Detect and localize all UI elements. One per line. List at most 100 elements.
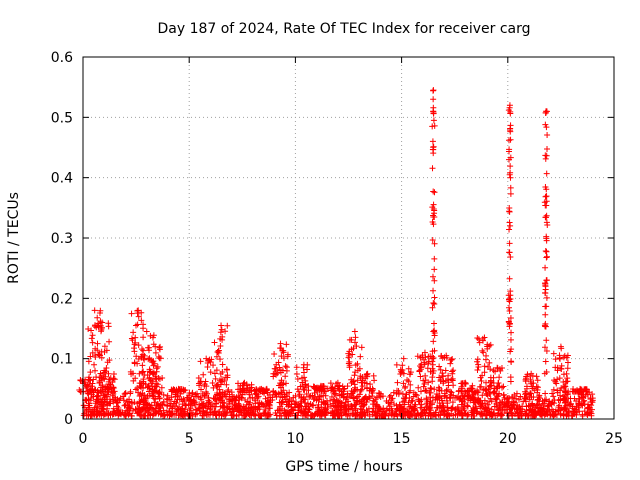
data-point: [91, 361, 98, 368]
data-point: [562, 388, 569, 395]
data-point: [132, 339, 139, 346]
data-point: [465, 392, 472, 399]
data-point: [476, 339, 483, 346]
ticks-layer: 0 5 10 15 20 25 0 0.1 0.2 0.3 0.4 0.5 0.6: [51, 50, 623, 447]
data-point: [509, 393, 516, 400]
data-point: [393, 402, 400, 409]
data-point: [85, 376, 92, 383]
data-point: [430, 188, 437, 195]
data-point: [181, 387, 188, 394]
data-point: [122, 390, 129, 397]
data-point: [85, 358, 92, 365]
data-point: [589, 391, 596, 398]
data-point: [403, 395, 410, 402]
data-point: [277, 367, 284, 374]
data-point: [486, 359, 493, 366]
data-point: [164, 392, 171, 399]
data-point: [483, 386, 490, 393]
data-point: [443, 377, 450, 384]
data-point: [546, 398, 553, 405]
data-point: [542, 289, 549, 296]
data-point: [310, 383, 317, 390]
data-point: [294, 376, 301, 383]
data-point: [439, 370, 446, 377]
data-point: [486, 398, 493, 405]
data-point: [288, 410, 295, 417]
data-point: [130, 329, 137, 336]
data-point: [477, 410, 484, 417]
data-point: [476, 383, 483, 390]
data-point: [179, 401, 186, 408]
data-point: [564, 359, 571, 366]
data-point: [506, 146, 513, 153]
data-point: [97, 322, 104, 329]
data-point: [540, 405, 547, 412]
data-point: [212, 408, 219, 415]
data-point: [459, 392, 466, 399]
data-point: [101, 343, 108, 350]
data-point: [219, 389, 226, 396]
data-point: [561, 382, 568, 389]
data-point: [437, 376, 444, 383]
data-point: [430, 212, 437, 219]
data-point: [111, 388, 118, 395]
data-point: [170, 386, 177, 393]
data-point: [543, 152, 550, 159]
data-point: [247, 399, 254, 406]
data-point: [576, 408, 583, 415]
data-point: [431, 301, 438, 308]
data-point: [429, 348, 436, 355]
data-point: [218, 322, 225, 329]
data-point: [460, 405, 467, 412]
data-point: [507, 378, 514, 385]
data-point: [364, 370, 371, 377]
data-point: [208, 356, 215, 363]
data-point: [484, 341, 491, 348]
data-point: [322, 407, 329, 414]
data-point: [354, 360, 361, 367]
data-point: [89, 383, 96, 390]
data-point: [507, 110, 514, 117]
data-point: [107, 375, 114, 382]
data-point: [98, 354, 105, 361]
data-point: [290, 394, 297, 401]
data-point: [431, 240, 438, 247]
data-point: [560, 379, 567, 386]
data-point: [101, 376, 108, 383]
data-point: [430, 110, 437, 117]
data-point: [580, 394, 587, 401]
data-point: [490, 367, 497, 374]
data-point: [474, 335, 481, 342]
data-point: [277, 340, 284, 347]
data-point: [469, 395, 476, 402]
data-point: [334, 385, 341, 392]
data-point: [345, 398, 352, 405]
data-point: [433, 404, 440, 411]
data-point: [191, 400, 198, 407]
data-point: [139, 362, 146, 369]
data-point: [493, 396, 500, 403]
data-point: [87, 412, 94, 419]
data-point: [255, 403, 262, 410]
data-point: [351, 372, 358, 379]
data-point: [94, 409, 101, 416]
data-point: [81, 410, 88, 417]
data-point: [140, 376, 147, 383]
data-point: [262, 409, 269, 416]
data-point: [281, 407, 288, 414]
data-point: [542, 121, 549, 128]
data-point: [449, 404, 456, 411]
data-point: [507, 358, 514, 365]
data-point: [135, 307, 142, 314]
data-point: [96, 377, 103, 384]
data-point: [462, 379, 469, 386]
data-point: [293, 371, 300, 378]
data-point: [429, 378, 436, 385]
data-point: [112, 395, 119, 402]
data-point: [400, 380, 407, 387]
y-tick-label: 0.4: [51, 171, 73, 187]
data-point: [110, 405, 117, 412]
data-point: [318, 411, 325, 418]
data-point: [223, 381, 230, 388]
